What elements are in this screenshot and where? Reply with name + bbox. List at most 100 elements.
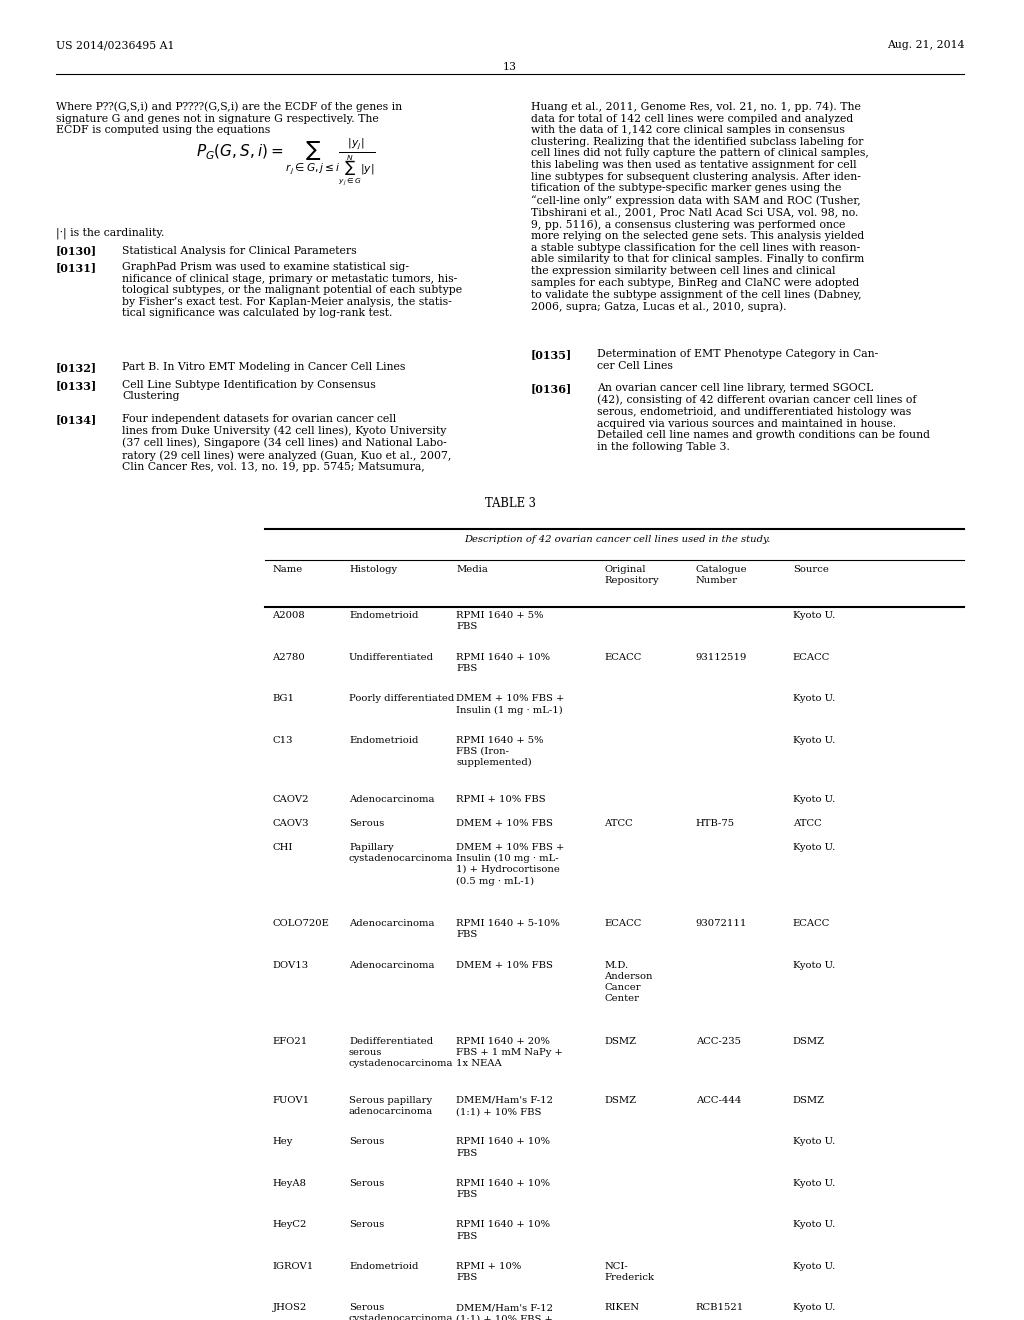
Text: Undifferentiated: Undifferentiated [349,653,434,661]
Text: Kyoto U.: Kyoto U. [793,611,835,620]
Text: RPMI 1640 + 10%
FBS: RPMI 1640 + 10% FBS [456,1221,550,1241]
Text: Kyoto U.: Kyoto U. [793,1179,835,1188]
Text: DMEM + 10% FBS +
Insulin (1 mg · mL-1): DMEM + 10% FBS + Insulin (1 mg · mL-1) [456,694,564,714]
Text: DMEM + 10% FBS: DMEM + 10% FBS [456,818,553,828]
Text: Adenocarcinoma: Adenocarcinoma [349,961,434,970]
Text: Adenocarcinoma: Adenocarcinoma [349,795,434,804]
Text: DMEM + 10% FBS +
Insulin (10 mg · mL-
1) + Hydrocortisone
(0.5 mg · mL-1): DMEM + 10% FBS + Insulin (10 mg · mL- 1)… [456,842,564,886]
Text: JHOS2: JHOS2 [272,1303,306,1312]
Text: Kyoto U.: Kyoto U. [793,795,835,804]
Text: Original
Repository: Original Repository [604,565,658,585]
Text: Adenocarcinoma: Adenocarcinoma [349,919,434,928]
Text: Description of 42 ovarian cancer cell lines used in the study.: Description of 42 ovarian cancer cell li… [464,535,770,544]
Text: ECACC: ECACC [604,653,641,661]
Text: 13: 13 [503,62,517,73]
Text: Endometrioid: Endometrioid [349,611,419,620]
Text: [0136]: [0136] [530,383,571,395]
Text: Serous
cystadenocarcinoma: Serous cystadenocarcinoma [349,1303,454,1320]
Text: ECACC: ECACC [793,653,830,661]
Text: Where P⁇(G,S,i) and P⁇⁇(G,S,i) are the ECDF of the genes in
signature G and gene: Where P⁇(G,S,i) and P⁇⁇(G,S,i) are the E… [56,102,402,135]
Text: RPMI 1640 + 10%
FBS: RPMI 1640 + 10% FBS [456,1179,550,1199]
Text: Serous papillary
adenocarcinoma: Serous papillary adenocarcinoma [349,1096,433,1117]
Text: Source: Source [793,565,828,574]
Text: ACC-444: ACC-444 [696,1096,741,1105]
Text: 93112519: 93112519 [696,653,748,661]
Text: RPMI + 10% FBS: RPMI + 10% FBS [456,795,546,804]
Text: Kyoto U.: Kyoto U. [793,961,835,970]
Text: RIKEN: RIKEN [604,1303,639,1312]
Text: HeyC2: HeyC2 [272,1221,307,1229]
Text: Kyoto U.: Kyoto U. [793,694,835,704]
Text: ECACC: ECACC [604,919,641,928]
Text: RPMI 1640 + 5%
FBS: RPMI 1640 + 5% FBS [456,611,544,631]
Text: Histology: Histology [349,565,397,574]
Text: Serous: Serous [349,1179,384,1188]
Text: Kyoto U.: Kyoto U. [793,842,835,851]
Text: RPMI 1640 + 10%
FBS: RPMI 1640 + 10% FBS [456,653,550,673]
Text: RCB1521: RCB1521 [696,1303,744,1312]
Text: $P_G(G, S, i) = \sum_{r_j \in G, j \leq i} \frac{|y_j|}{\overset{N}{\underset{y_: $P_G(G, S, i) = \sum_{r_j \in G, j \leq … [196,136,376,187]
Text: Part B. In Vitro EMT Modeling in Cancer Cell Lines: Part B. In Vitro EMT Modeling in Cancer … [123,363,406,372]
Text: COLO720E: COLO720E [272,919,330,928]
Text: Endometrioid: Endometrioid [349,1262,419,1271]
Text: DMEM/Ham's F-12
(1:1) + 10% FBS: DMEM/Ham's F-12 (1:1) + 10% FBS [456,1096,553,1117]
Text: DOV13: DOV13 [272,961,308,970]
Text: RPMI 1640 + 5%
FBS (Iron-
supplemented): RPMI 1640 + 5% FBS (Iron- supplemented) [456,735,544,767]
Text: [0135]: [0135] [530,350,571,360]
Text: Four independent datasets for ovarian cancer cell
lines from Duke University (42: Four independent datasets for ovarian ca… [123,413,452,473]
Text: CHI: CHI [272,842,293,851]
Text: RPMI 1640 + 5-10%
FBS: RPMI 1640 + 5-10% FBS [456,919,560,940]
Text: ATCC: ATCC [604,818,633,828]
Text: A2008: A2008 [272,611,305,620]
Text: DMEM + 10% FBS: DMEM + 10% FBS [456,961,553,970]
Text: Hey: Hey [272,1138,293,1147]
Text: Serous: Serous [349,818,384,828]
Text: Statistical Analysis for Clinical Parameters: Statistical Analysis for Clinical Parame… [123,246,357,256]
Text: Aug. 21, 2014: Aug. 21, 2014 [887,41,965,50]
Text: 93072111: 93072111 [696,919,748,928]
Text: HeyA8: HeyA8 [272,1179,306,1188]
Text: HTB-75: HTB-75 [696,818,735,828]
Text: EFO21: EFO21 [272,1038,307,1045]
Text: Endometrioid: Endometrioid [349,735,419,744]
Text: Serous: Serous [349,1221,384,1229]
Text: US 2014/0236495 A1: US 2014/0236495 A1 [56,41,175,50]
Text: [0132]: [0132] [56,363,97,374]
Text: Poorly differentiated: Poorly differentiated [349,694,455,704]
Text: TABLE 3: TABLE 3 [484,496,536,510]
Text: A2780: A2780 [272,653,305,661]
Text: C13: C13 [272,735,293,744]
Text: FUOV1: FUOV1 [272,1096,309,1105]
Text: DSMZ: DSMZ [604,1038,636,1045]
Text: ATCC: ATCC [793,818,821,828]
Text: Dedifferentiated
serous
cystadenocarcinoma: Dedifferentiated serous cystadenocarcino… [349,1038,454,1068]
Text: ECACC: ECACC [793,919,830,928]
Text: ACC-235: ACC-235 [696,1038,741,1045]
Text: Kyoto U.: Kyoto U. [793,735,835,744]
Text: M.D.
Anderson
Cancer
Center: M.D. Anderson Cancer Center [604,961,652,1003]
Text: [0131]: [0131] [56,261,97,273]
Text: BG1: BG1 [272,694,295,704]
Text: RPMI + 10%
FBS: RPMI + 10% FBS [456,1262,521,1282]
Text: Kyoto U.: Kyoto U. [793,1221,835,1229]
Text: Huang et al., 2011, Genome Res, vol. 21, no. 1, pp. 74). The
data for total of 1: Huang et al., 2011, Genome Res, vol. 21,… [530,102,868,313]
Text: Name: Name [272,565,303,574]
Text: |·| is the cardinality.: |·| is the cardinality. [56,227,165,239]
Text: CAOV2: CAOV2 [272,795,309,804]
Text: GraphPad Prism was used to examine statistical sig-
nificance of clinical stage,: GraphPad Prism was used to examine stati… [123,261,463,318]
Text: DSMZ: DSMZ [604,1096,636,1105]
Text: An ovarian cancer cell line library, termed SGOCL
(42), consisting of 42 differe: An ovarian cancer cell line library, ter… [597,383,930,451]
Text: Cell Line Subtype Identification by Consensus
Clustering: Cell Line Subtype Identification by Cons… [123,380,376,401]
Text: [0130]: [0130] [56,246,97,256]
Text: Papillary
cystadenocarcinoma: Papillary cystadenocarcinoma [349,842,454,863]
Text: [0134]: [0134] [56,413,97,425]
Text: DSMZ: DSMZ [793,1038,825,1045]
Text: DSMZ: DSMZ [793,1096,825,1105]
Text: Kyoto U.: Kyoto U. [793,1138,835,1147]
Text: Serous: Serous [349,1138,384,1147]
Text: NCI-
Frederick: NCI- Frederick [604,1262,654,1282]
Text: CAOV3: CAOV3 [272,818,309,828]
Text: IGROV1: IGROV1 [272,1262,313,1271]
Text: RPMI 1640 + 10%
FBS: RPMI 1640 + 10% FBS [456,1138,550,1158]
Text: DMEM/Ham's F-12
(1:1) + 10% FBS +
0.1 mM NEAA: DMEM/Ham's F-12 (1:1) + 10% FBS + 0.1 mM… [456,1303,553,1320]
